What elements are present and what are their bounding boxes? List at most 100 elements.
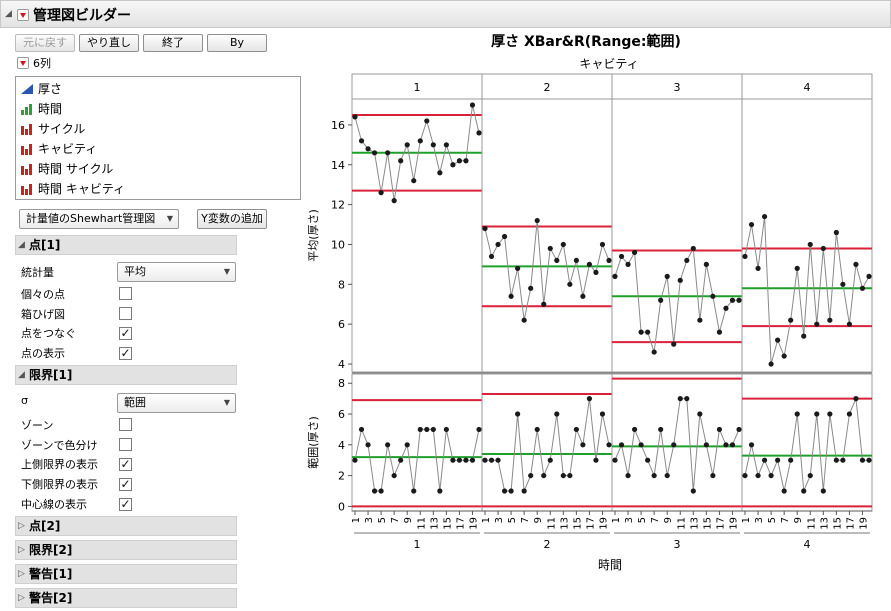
chart-type-dropdown[interactable]: 計量値のShewhart管理図 ▼ [19, 209, 179, 229]
range-panel-data-point [788, 457, 794, 463]
section-warnings-1[interactable]: ▷ 警告[1] [15, 564, 237, 584]
section-points-2[interactable]: ▷ 点[2] [15, 516, 237, 536]
xbar-panel-y-tick-label: 4 [338, 358, 345, 371]
red-triangle-menu-icon[interactable] [17, 9, 29, 21]
column-item-cycle[interactable]: サイクル [16, 119, 300, 139]
phase-label: キャビティ [579, 57, 638, 71]
range-panel-data-point [606, 442, 612, 448]
add-y-variable-button[interactable]: Y変数の追加 [197, 209, 267, 229]
range-panel-data-point [560, 472, 566, 479]
xbar-panel-data-point [664, 273, 670, 279]
show-upper-limit-label: 上側限界の表示 [21, 458, 98, 471]
xbar-panel-data-point [488, 253, 495, 260]
x-tick-label: 13 [689, 517, 700, 530]
continuous-icon [21, 84, 33, 94]
range-panel-data-point [814, 411, 820, 417]
range-panel-data-point [586, 396, 593, 402]
x-tick-label: 9 [533, 517, 544, 523]
columns-menu-icon[interactable] [17, 57, 29, 69]
show-upper-limit-checkbox[interactable]: ✓ [119, 457, 132, 471]
xbar-panel-data-point [768, 361, 774, 367]
x-tick-label: 7 [390, 517, 401, 523]
range-panel-data-point [404, 442, 410, 448]
xbar-panel-data-point [560, 241, 566, 248]
xbar-panel-data-point [580, 293, 586, 299]
done-button[interactable]: 終了 [143, 34, 203, 52]
section-points-1[interactable]: ◢ 点[1] [15, 235, 237, 255]
range-panel-y-tick-label: 2 [338, 470, 345, 483]
nominal-icon [21, 164, 32, 175]
x-tick-label: 7 [520, 517, 531, 523]
range-panel-data-point [748, 442, 755, 448]
sigma-label: σ [21, 394, 28, 407]
shade-zones-checkbox[interactable] [119, 438, 132, 451]
column-item-time-cycle[interactable]: 時間 サイクル [16, 159, 300, 179]
chart-title: 厚さ XBar&R(Range:範囲) [491, 33, 681, 50]
show-center-line-checkbox[interactable]: ✓ [119, 497, 132, 511]
xbar-panel-data-point [827, 317, 833, 323]
column-item-time[interactable]: 時間 [16, 99, 300, 119]
xbar-panel-data-point [541, 301, 547, 307]
box-plot-checkbox[interactable] [119, 307, 132, 320]
xbar-panel-data-point [755, 265, 761, 271]
show-points-checkbox[interactable]: ✓ [119, 346, 132, 360]
range-panel-data-point [827, 411, 833, 417]
range-panel-data-point [391, 472, 397, 479]
zones-checkbox[interactable] [119, 418, 132, 431]
x-tick-label: 13 [819, 517, 830, 530]
xbar-panel-data-point [411, 178, 417, 184]
xbar-panel-data-point [814, 321, 820, 327]
statistic-dropdown[interactable]: 平均 ▼ [117, 262, 236, 282]
xbar-panel-data-point [723, 305, 729, 311]
column-item-thickness[interactable]: 厚さ [16, 79, 300, 99]
show-points-label: 点の表示 [21, 347, 65, 360]
range-panel-data-point [755, 472, 761, 479]
xbar-panel-data-point [521, 317, 527, 323]
x-tick-label: 1 [481, 517, 492, 523]
show-lower-limit-label: 下側限界の表示 [21, 478, 98, 491]
connect-points-checkbox[interactable]: ✓ [119, 326, 132, 340]
phase-group-label: 4 [804, 538, 811, 551]
by-button[interactable]: By [207, 34, 267, 52]
phase-header-label: 3 [674, 81, 681, 94]
section-limits-2[interactable]: ▷ 限界[2] [15, 540, 237, 560]
range-panel-data-point [658, 426, 664, 433]
xbar-panel-data-point [748, 221, 755, 228]
disclosure-open-icon: ◢ [18, 240, 25, 250]
show-lower-limit-checkbox[interactable]: ✓ [119, 477, 132, 491]
xbar-panel-data-point [736, 297, 742, 303]
phase-header-label: 1 [414, 81, 421, 94]
undo-button[interactable]: 元に戻す [15, 34, 75, 52]
x-tick-label: 9 [663, 517, 674, 523]
column-list[interactable]: 厚さ 時間 サイクル キャビティ 時間 サイクル 時間 キャビティ [15, 76, 301, 200]
collapse-triangle-icon[interactable]: ◢ [5, 9, 12, 19]
xbar-panel-data-point [820, 245, 826, 252]
column-item-time-cavity[interactable]: 時間 キャビティ [16, 179, 300, 199]
x-tick-label: 13 [429, 517, 440, 530]
range-panel-y-tick-label: 0 [338, 500, 345, 513]
xbar-panel-data-point [606, 257, 612, 264]
column-item-cavity[interactable]: キャビティ [16, 139, 300, 159]
xbar-panel-series-line [744, 216, 870, 365]
box-plot-label: 箱ひげ図 [21, 308, 65, 321]
range-panel-data-point [677, 396, 683, 402]
range-panel-series-line [744, 396, 869, 492]
x-tick-label: 9 [793, 517, 804, 523]
chevron-down-icon: ▼ [223, 267, 230, 276]
range-panel-data-point [593, 457, 599, 463]
redo-button[interactable]: やり直し [79, 34, 139, 52]
range-panel-data-point [612, 457, 618, 463]
range-panel-data-point [515, 411, 521, 417]
sigma-dropdown[interactable]: 範囲 ▼ [117, 393, 236, 413]
section-limits-1[interactable]: ◢ 限界[1] [15, 365, 237, 385]
range-panel-data-point [710, 472, 716, 479]
window-title: 管理図ビルダー [33, 8, 131, 24]
xbar-panel-data-point [450, 162, 456, 168]
x-tick-label: 3 [624, 517, 635, 523]
nominal-icon [21, 144, 32, 155]
individual-points-checkbox[interactable] [119, 287, 132, 300]
section-warnings-2[interactable]: ▷ 警告[2] [15, 588, 237, 608]
ordinal-icon [21, 104, 32, 115]
show-center-line-label: 中心線の表示 [21, 498, 87, 511]
